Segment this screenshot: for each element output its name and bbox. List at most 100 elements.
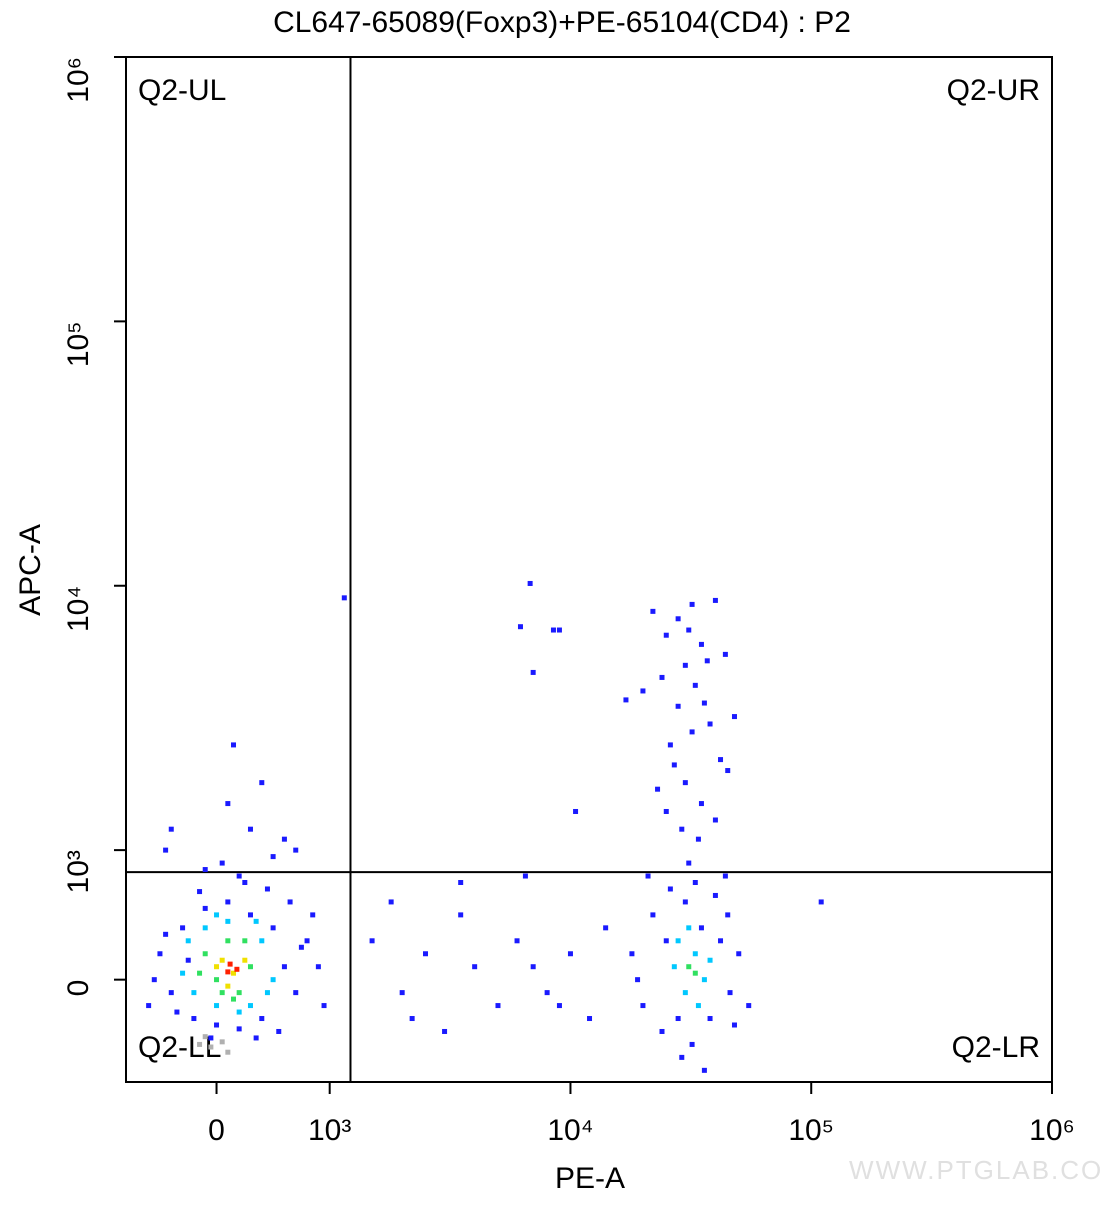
event-dot: [675, 1016, 681, 1022]
event-dot: [692, 880, 698, 886]
event-dot: [168, 826, 174, 832]
event-dot: [180, 970, 186, 976]
event-dot: [667, 742, 673, 748]
event-dot: [270, 977, 276, 983]
event-dot: [293, 990, 299, 996]
event-dot: [219, 860, 225, 866]
event-dot: [517, 624, 523, 630]
event-dot: [185, 938, 191, 944]
x-tick-label: 10⁴: [547, 1114, 593, 1147]
event-dot: [168, 990, 174, 996]
event-dot: [707, 957, 713, 963]
event-dot: [214, 1003, 220, 1009]
event-dot: [686, 860, 692, 866]
event-dot: [231, 970, 237, 976]
watermark: WWW.PTGLAB.COM: [849, 1155, 1100, 1185]
event-dot: [645, 873, 651, 879]
event-dot: [214, 964, 220, 970]
y-tick-label: 10⁶: [62, 57, 95, 103]
event-dot: [242, 880, 248, 886]
event-dot: [544, 990, 550, 996]
x-axis-label: PE-A: [555, 1162, 625, 1195]
event-dot: [234, 966, 240, 972]
event-dot: [587, 1016, 593, 1022]
event-dot: [341, 595, 347, 601]
y-tick-label: 0: [62, 980, 95, 997]
event-dot: [442, 1028, 448, 1034]
event-dot: [725, 768, 731, 774]
event-dot: [679, 1054, 685, 1060]
event-dot: [191, 1016, 197, 1022]
event-dot: [701, 977, 707, 983]
event-dot: [197, 1041, 203, 1047]
event-dot: [692, 970, 698, 976]
event-dot: [530, 964, 536, 970]
event-dot: [409, 1016, 415, 1022]
event-dot: [315, 964, 321, 970]
event-dot: [388, 899, 394, 905]
event-dot: [530, 669, 536, 675]
event-dot: [225, 969, 231, 975]
event-dot: [725, 912, 731, 918]
event-dot: [214, 912, 220, 918]
event-dot: [675, 938, 681, 944]
event-dot: [718, 757, 724, 763]
event-dot: [550, 627, 556, 633]
event-dot: [655, 786, 661, 792]
event-dot: [253, 918, 259, 924]
event-dot: [202, 925, 208, 931]
y-tick-label: 10⁴: [62, 586, 95, 632]
event-dot: [399, 990, 405, 996]
event-dot: [698, 801, 704, 807]
event-dot: [701, 700, 707, 706]
event-dot: [304, 938, 310, 944]
event-dot: [214, 977, 220, 983]
x-tick-label: 10³: [308, 1114, 351, 1147]
event-dot: [236, 1026, 242, 1032]
event-dot: [707, 1016, 713, 1022]
event-dot: [686, 925, 692, 931]
event-dot: [236, 1009, 242, 1015]
y-tick-label: 10³: [62, 850, 95, 893]
event-dot: [281, 836, 287, 842]
event-dot: [722, 873, 728, 879]
event-dot: [214, 1022, 220, 1028]
event-dot: [225, 899, 231, 905]
event-dot: [663, 808, 669, 814]
event-dot: [202, 905, 208, 911]
event-dot: [675, 616, 681, 622]
event-dot: [707, 721, 713, 727]
quadrant-label: Q2-UL: [138, 74, 226, 107]
event-dot: [818, 899, 824, 905]
event-dot: [458, 880, 464, 886]
event-dot: [197, 970, 203, 976]
event-dot: [495, 1003, 501, 1009]
event-dot: [689, 601, 695, 607]
event-dot: [682, 662, 688, 668]
event-dot: [663, 938, 669, 944]
event-dot: [679, 826, 685, 832]
event-dot: [514, 938, 520, 944]
event-dot: [736, 951, 742, 957]
event-dot: [202, 1034, 208, 1040]
event-dot: [208, 1044, 214, 1050]
event-dot: [556, 627, 562, 633]
event-dot: [629, 951, 635, 957]
event-dot: [458, 912, 464, 918]
event-dot: [675, 703, 681, 709]
event-dot: [157, 951, 163, 957]
event-dot: [731, 1022, 737, 1028]
event-dot: [247, 826, 253, 832]
event-dot: [650, 608, 656, 614]
quadrant-label: Q2-LR: [952, 1031, 1040, 1064]
event-dot: [197, 889, 203, 895]
event-dot: [281, 964, 287, 970]
event-dot: [247, 1003, 253, 1009]
event-dot: [219, 990, 225, 996]
event-dot: [640, 1003, 646, 1009]
event-dot: [321, 1003, 327, 1009]
event-dot: [146, 1003, 152, 1009]
event-dot: [682, 990, 688, 996]
y-tick-label: 10⁵: [62, 321, 95, 367]
